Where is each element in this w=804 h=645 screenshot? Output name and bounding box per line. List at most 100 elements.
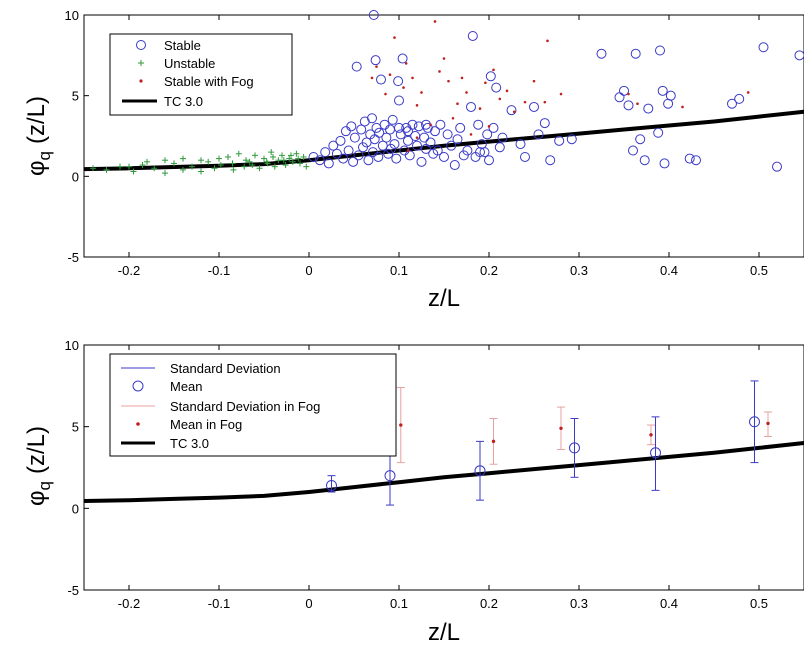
unstable-point bbox=[288, 152, 294, 159]
stable-point bbox=[404, 150, 415, 161]
fog-point bbox=[487, 125, 491, 128]
stable-point bbox=[479, 147, 490, 158]
stable-point bbox=[432, 145, 443, 156]
unstable-point bbox=[217, 162, 224, 169]
unstable-point bbox=[126, 163, 132, 170]
unstable-point bbox=[261, 155, 267, 162]
bottom-plot: -0.2 -0.1 0 0.1 0.2 0.3 0.4 0.5 -5 0 5 10 z/L φq (z/… bbox=[23, 338, 804, 645]
top-plot: -0.2 -0.1 0 0.1 0.2 0.3 0.4 0.5 -5 0 5 10 z/L φq (z/… bbox=[23, 8, 804, 312]
stable-point bbox=[367, 113, 377, 124]
bottom-legend-marker-mean-fog bbox=[136, 422, 140, 426]
stable-point bbox=[430, 126, 440, 137]
top-x-tick-label: 0 bbox=[305, 263, 312, 278]
stable-point bbox=[338, 153, 349, 164]
unstable-point bbox=[130, 168, 137, 175]
top-y-tick-label: 10 bbox=[65, 8, 79, 23]
stable-point bbox=[449, 160, 460, 171]
bottom-x-tick-label: 0.1 bbox=[390, 596, 408, 611]
top-x-tick-label: -0.2 bbox=[118, 263, 140, 278]
bottom-y-axis-title: φq (z/L) bbox=[23, 426, 54, 506]
stable-point bbox=[482, 129, 493, 140]
stable-point bbox=[381, 132, 392, 143]
stable-point bbox=[794, 50, 804, 61]
unstable-point bbox=[279, 152, 285, 159]
bottom-x-tick-label: -0.2 bbox=[118, 596, 140, 611]
stable-point bbox=[328, 140, 339, 151]
bottom-y-axis-title-subscript: q bbox=[35, 481, 54, 490]
mean-point bbox=[326, 479, 337, 491]
fog-errorbar bbox=[764, 411, 772, 437]
unstable-point bbox=[263, 158, 270, 165]
stable-point bbox=[484, 155, 494, 166]
mean-point bbox=[749, 416, 760, 428]
stable-point bbox=[684, 153, 695, 164]
stable-point bbox=[533, 129, 544, 140]
stable-point bbox=[691, 155, 701, 166]
stable-point bbox=[323, 158, 334, 169]
fog-point bbox=[460, 76, 464, 80]
unstable-point bbox=[289, 158, 296, 165]
top-y-axis-title-rest: (z/L) bbox=[23, 96, 50, 144]
fog-mean-point bbox=[559, 426, 563, 430]
bottom-tc-line bbox=[83, 441, 804, 503]
stable-point bbox=[446, 140, 457, 151]
stable-point bbox=[353, 150, 364, 161]
unstable-point bbox=[162, 157, 168, 164]
unstable-point bbox=[268, 149, 275, 156]
fog-point bbox=[406, 149, 410, 152]
unstable-point bbox=[286, 155, 293, 162]
fog-point bbox=[420, 91, 423, 94]
unstable-point bbox=[144, 158, 150, 165]
stable-point bbox=[394, 95, 404, 106]
stable-point bbox=[545, 155, 556, 166]
bottom-plot-marks bbox=[326, 380, 772, 506]
unstable-point bbox=[241, 163, 248, 170]
bottom-legend-label-mean: Mean bbox=[170, 379, 203, 394]
fog-point bbox=[370, 76, 374, 80]
stable-point bbox=[439, 151, 449, 162]
stable-point bbox=[356, 124, 367, 135]
stable-point bbox=[475, 147, 485, 158]
fog-point bbox=[469, 133, 473, 136]
top-legend-marker-unstable bbox=[138, 60, 144, 66]
unstable-point bbox=[139, 162, 146, 169]
stable-point bbox=[473, 119, 484, 130]
stable-point bbox=[635, 134, 646, 145]
unstable-point bbox=[282, 162, 289, 169]
unstable-point bbox=[229, 160, 236, 167]
stable-point bbox=[403, 126, 413, 137]
fog-point bbox=[415, 136, 419, 139]
top-y-tick-label: 0 bbox=[72, 169, 79, 184]
bottom-x-tick-label: 0.5 bbox=[750, 596, 768, 611]
unstable-point bbox=[249, 162, 256, 169]
stable-point bbox=[419, 132, 430, 143]
fog-point bbox=[429, 123, 432, 127]
top-x-tick-label: 0.5 bbox=[750, 263, 768, 278]
unstable-point bbox=[235, 150, 242, 157]
fog-point bbox=[636, 102, 639, 106]
mean-errorbar bbox=[650, 416, 661, 491]
stable-point bbox=[455, 122, 466, 133]
stable-point bbox=[494, 142, 505, 153]
fog-point bbox=[478, 107, 482, 110]
mean-errorbar bbox=[749, 380, 760, 464]
unstable-point bbox=[205, 158, 212, 165]
fog-point bbox=[465, 91, 468, 94]
fog-point bbox=[505, 89, 509, 93]
unstable-point bbox=[271, 163, 278, 170]
fog-mean-point bbox=[649, 433, 653, 437]
stable-point bbox=[491, 82, 502, 93]
bottom-plot-fit-line bbox=[83, 441, 804, 503]
stable-point bbox=[314, 155, 325, 166]
fog-point bbox=[484, 81, 487, 85]
unstable-point bbox=[295, 155, 302, 162]
fog-point bbox=[415, 104, 419, 107]
bottom-x-axis-title: z/L bbox=[428, 619, 460, 645]
stable-point bbox=[389, 139, 400, 150]
stable-point bbox=[529, 101, 539, 112]
stable-point bbox=[554, 135, 565, 146]
fog-point bbox=[681, 105, 684, 109]
fog-point bbox=[532, 79, 536, 83]
stable-point bbox=[335, 135, 346, 146]
fog-point bbox=[559, 92, 563, 96]
